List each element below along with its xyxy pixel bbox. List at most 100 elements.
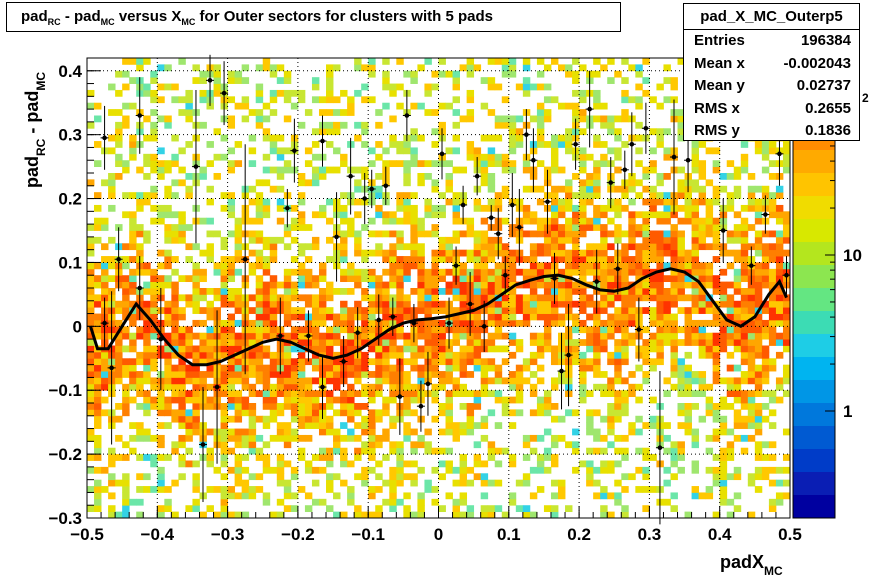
heatmap-cell xyxy=(642,351,650,359)
heatmap-cell xyxy=(508,249,517,257)
heatmap-cell xyxy=(670,454,678,461)
heatmap-cell xyxy=(480,160,489,168)
heatmap-cell xyxy=(269,185,278,193)
heatmap-cell xyxy=(227,447,236,455)
heatmap-cell xyxy=(572,326,580,334)
heatmap-cell xyxy=(122,313,130,321)
x-tick-label: −0.4 xyxy=(141,525,175,544)
heatmap-cell xyxy=(768,396,777,404)
heatmap-cell xyxy=(473,262,482,270)
heatmap-cell xyxy=(691,211,700,219)
heatmap-cell xyxy=(318,422,327,429)
heatmap-cell xyxy=(593,160,601,168)
heatmap-cell xyxy=(206,371,214,378)
heatmap-cell xyxy=(536,307,545,314)
heatmap-cell xyxy=(719,396,728,404)
heatmap-cell xyxy=(269,390,278,398)
heatmap-cell xyxy=(726,441,735,449)
heatmap-cell xyxy=(283,77,292,84)
heatmap-cell xyxy=(747,313,756,321)
heatmap-cell xyxy=(579,371,587,378)
profile-point xyxy=(318,355,327,419)
heatmap-cell xyxy=(241,511,250,519)
heatmap-cell xyxy=(635,383,643,391)
heatmap-cell xyxy=(621,345,629,353)
heatmap-cell xyxy=(354,473,362,481)
heatmap-cell xyxy=(410,211,418,219)
heatmap-cell xyxy=(192,486,200,493)
heatmap-cell xyxy=(311,173,320,180)
colorbar-segment xyxy=(793,357,835,381)
heatmap-cell xyxy=(459,428,468,436)
heatmap-cell xyxy=(635,288,643,295)
heatmap-cell xyxy=(178,441,186,449)
heatmap-cell xyxy=(255,249,264,257)
heatmap-cell xyxy=(452,211,460,219)
heatmap-cell xyxy=(276,371,285,378)
heatmap-cell xyxy=(234,160,243,168)
heatmap-cell xyxy=(290,217,299,225)
heatmap-cell xyxy=(466,505,475,513)
heatmap-cell xyxy=(761,358,770,366)
heatmap-cell xyxy=(178,415,186,423)
heatmap-cell xyxy=(255,415,264,423)
heatmap-cell xyxy=(586,390,594,398)
heatmap-cell xyxy=(143,403,151,410)
heatmap-cell xyxy=(417,64,425,72)
heatmap-cell xyxy=(108,473,116,481)
heatmap-cell xyxy=(459,319,468,327)
heatmap-cell xyxy=(719,492,728,500)
heatmap-cell xyxy=(684,249,692,257)
heatmap-cell xyxy=(543,300,552,308)
heatmap-cell xyxy=(199,371,207,378)
heatmap-cell xyxy=(375,377,383,385)
heatmap-cell xyxy=(234,249,243,257)
heatmap-cell xyxy=(754,249,763,257)
heatmap-cell xyxy=(389,390,397,398)
heatmap-cell xyxy=(424,313,432,321)
profile-point xyxy=(508,173,517,237)
heatmap-cell xyxy=(445,281,453,289)
heatmap-cell xyxy=(227,390,236,398)
heatmap-cell xyxy=(354,198,362,206)
heatmap-cell xyxy=(213,70,221,78)
heatmap-cell xyxy=(600,249,608,257)
heatmap-cell xyxy=(586,268,594,276)
heatmap-cell xyxy=(101,256,109,263)
heatmap-cell xyxy=(143,198,151,206)
heatmap-cell xyxy=(635,415,643,423)
heatmap-cell xyxy=(87,505,95,513)
heatmap-cell xyxy=(326,326,334,334)
heatmap-cell xyxy=(565,179,573,187)
heatmap-cell xyxy=(508,64,517,72)
profile-marker xyxy=(341,359,346,364)
heatmap-cell xyxy=(593,358,601,366)
heatmap-cell xyxy=(452,217,460,225)
colorbar-segment xyxy=(793,288,835,312)
heatmap-cell xyxy=(382,428,390,436)
heatmap-cell xyxy=(635,70,643,78)
heatmap-cell xyxy=(164,307,172,314)
heatmap-cell xyxy=(459,262,468,270)
heatmap-cell xyxy=(347,313,355,321)
heatmap-cell xyxy=(550,134,559,142)
heatmap-cell xyxy=(424,211,432,219)
heatmap-cell xyxy=(607,428,615,436)
heatmap-cell xyxy=(304,383,313,391)
heatmap-cell xyxy=(705,307,714,314)
heatmap-cell xyxy=(487,319,496,327)
heatmap-cell xyxy=(129,396,137,404)
heatmap-cell xyxy=(628,268,636,276)
heatmap-cell xyxy=(311,364,320,372)
heatmap-cell xyxy=(614,498,622,506)
heatmap-cell xyxy=(473,396,482,404)
heatmap-cell xyxy=(445,179,453,187)
heatmap-cell xyxy=(656,307,664,314)
heatmap-cell xyxy=(431,211,439,219)
heatmap-cell xyxy=(297,294,306,302)
heatmap-cell xyxy=(403,428,411,436)
heatmap-cell xyxy=(255,434,264,442)
heatmap-cell xyxy=(656,83,664,91)
heatmap-cell xyxy=(227,313,236,321)
heatmap-cell xyxy=(614,224,622,231)
